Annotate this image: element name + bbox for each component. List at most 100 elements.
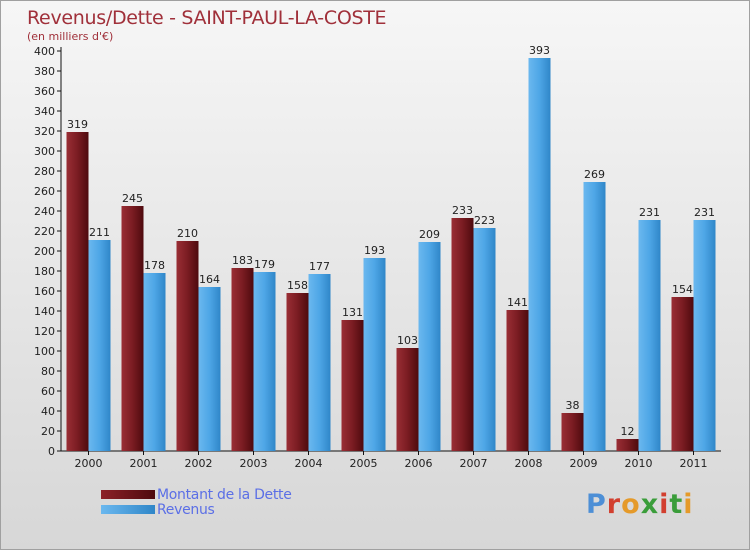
data-label-dette: 38	[566, 399, 580, 412]
x-tick-label: 2001	[130, 457, 158, 470]
bar-dette	[341, 320, 364, 451]
x-tick-label: 2005	[350, 457, 378, 470]
data-label-dette: 103	[397, 334, 418, 347]
x-tick-label: 2002	[185, 457, 213, 470]
data-label-dette: 12	[621, 425, 635, 438]
y-tick-label: 400	[34, 45, 55, 58]
logo-letter: P	[586, 489, 607, 520]
logo-letter: o	[621, 489, 641, 520]
bar-dette	[286, 293, 309, 451]
data-label-dette: 319	[67, 118, 88, 131]
bar-dette	[616, 439, 639, 451]
x-tick-label: 2009	[570, 457, 598, 470]
data-label-revenus: 393	[529, 44, 550, 57]
bar-revenus	[198, 287, 221, 451]
y-tick-label: 20	[41, 425, 55, 438]
x-tick-label: 2008	[515, 457, 543, 470]
data-label-revenus: 164	[199, 273, 220, 286]
chart-legend: Montant de la Dette Revenus	[101, 486, 292, 518]
data-label-dette: 183	[232, 254, 253, 267]
data-label-revenus: 211	[89, 226, 110, 239]
data-label-revenus: 177	[309, 260, 330, 273]
bar-revenus	[473, 228, 496, 451]
bar-revenus	[528, 58, 551, 451]
y-tick-label: 60	[41, 385, 55, 398]
data-label-revenus: 231	[694, 206, 715, 219]
x-tick-label: 2000	[75, 457, 103, 470]
chart-title: Revenus/Dette - SAINT-PAUL-LA-COSTE	[27, 7, 387, 29]
bar-dette	[231, 268, 254, 451]
bar-dette	[396, 348, 419, 451]
logo-letter: t	[669, 489, 684, 520]
data-label-revenus: 193	[364, 244, 385, 257]
legend-label-revenus: Revenus	[157, 501, 215, 518]
y-tick-label: 280	[34, 165, 55, 178]
data-label-dette: 233	[452, 204, 473, 217]
y-tick-label: 120	[34, 325, 55, 338]
data-label-revenus: 209	[419, 228, 440, 241]
bar-revenus	[308, 274, 331, 451]
y-tick-label: 340	[34, 105, 55, 118]
x-tick-label: 2006	[405, 457, 433, 470]
data-label-revenus: 231	[639, 206, 660, 219]
bar-dette	[506, 310, 529, 451]
y-tick-label: 360	[34, 85, 55, 98]
bar-dette	[561, 413, 584, 451]
y-tick-label: 0	[48, 445, 55, 458]
data-label-revenus: 178	[144, 259, 165, 272]
bar-dette	[66, 132, 89, 451]
bar-dette	[176, 241, 199, 451]
x-tick-label: 2007	[460, 457, 488, 470]
y-tick-label: 260	[34, 185, 55, 198]
proxiti-logo: Proxiti	[586, 489, 694, 520]
legend-label-debt: Montant de la Dette	[157, 486, 292, 503]
data-label-dette: 245	[122, 192, 143, 205]
bar-dette	[121, 206, 144, 451]
y-tick-label: 320	[34, 125, 55, 138]
legend-item-debt: Montant de la Dette	[101, 486, 292, 503]
data-label-dette: 210	[177, 227, 198, 240]
bar-revenus	[363, 258, 386, 451]
data-label-revenus: 269	[584, 168, 605, 181]
y-tick-label: 380	[34, 65, 55, 78]
bar-revenus	[143, 273, 166, 451]
bar-revenus	[583, 182, 606, 451]
logo-letter: x	[640, 489, 660, 520]
data-label-dette: 131	[342, 306, 363, 319]
data-label-dette: 158	[287, 279, 308, 292]
legend-item-revenus: Revenus	[101, 501, 292, 518]
logo-letter: i	[683, 489, 694, 520]
x-tick-label: 2011	[680, 457, 708, 470]
y-tick-label: 180	[34, 265, 55, 278]
data-label-dette: 154	[672, 283, 693, 296]
chart-subtitle: (en milliers d'€)	[27, 30, 114, 43]
data-label-revenus: 223	[474, 214, 495, 227]
y-tick-label: 300	[34, 145, 55, 158]
y-tick-label: 160	[34, 285, 55, 298]
bar-revenus	[693, 220, 716, 451]
bar-dette	[451, 218, 474, 451]
x-tick-label: 2010	[625, 457, 653, 470]
y-tick-label: 40	[41, 405, 55, 418]
y-tick-label: 240	[34, 205, 55, 218]
logo-letter: i	[659, 489, 670, 520]
logo-letter: r	[606, 489, 622, 520]
legend-swatch-revenus	[101, 505, 155, 514]
bar-revenus	[638, 220, 661, 451]
bar-revenus	[88, 240, 111, 451]
y-tick-label: 140	[34, 305, 55, 318]
y-tick-label: 200	[34, 245, 55, 258]
bar-dette	[671, 297, 694, 451]
legend-swatch-debt	[101, 490, 155, 499]
x-tick-label: 2004	[295, 457, 323, 470]
y-tick-label: 220	[34, 225, 55, 238]
data-label-revenus: 179	[254, 258, 275, 271]
y-tick-label: 80	[41, 365, 55, 378]
bar-revenus	[418, 242, 441, 451]
data-label-dette: 141	[507, 296, 528, 309]
bar-revenus	[253, 272, 276, 451]
y-tick-label: 100	[34, 345, 55, 358]
x-tick-label: 2003	[240, 457, 268, 470]
